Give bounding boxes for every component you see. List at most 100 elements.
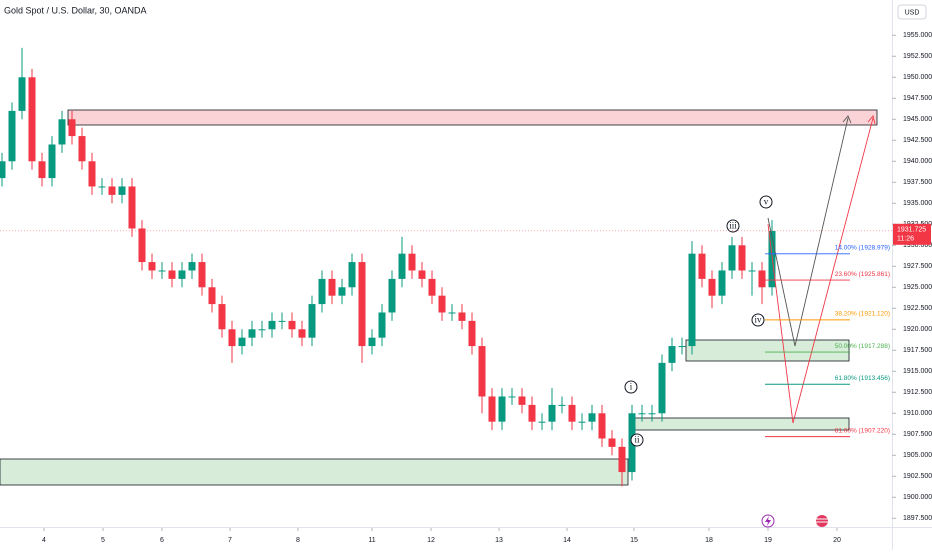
candle-body [668,346,676,363]
y-tick-label: 1930.000 [903,242,932,249]
wave-label: ii [630,433,644,447]
projection-path [767,117,849,347]
x-tick-label: 18 [705,537,713,544]
candle-body [98,186,106,188]
x-tick-label: 14 [563,537,571,544]
currency-button-text[interactable]: USD [905,9,920,16]
wave-text: iv [754,315,762,325]
y-tick-label: 1927.500 [903,263,932,270]
candle-body [28,77,36,162]
candle-body [138,228,146,263]
y-tick-label: 1942.500 [903,137,932,144]
y-tick-label: 1940.000 [903,158,932,165]
candle-body [538,421,546,423]
candle-body [498,396,506,422]
candle-body [738,245,746,271]
candle-body [408,253,416,271]
candle-body [188,262,196,271]
candle-body [458,312,466,321]
chart-title: Gold Spot / U.S. Dollar, 30, OANDA [4,5,147,15]
candle-body [18,77,26,111]
candle-body [318,278,326,305]
candle-body [698,253,706,279]
wave-text: i [630,382,633,392]
candle-body [58,119,66,145]
candle-body [118,186,126,195]
candle-body [378,312,386,338]
y-tick-label: 1910.000 [903,410,932,417]
candle-body [0,161,6,179]
event-icon-flag [816,518,828,523]
candle-body [548,404,556,422]
candle-body [438,295,446,313]
y-tick-label: 1897.500 [903,515,932,522]
demand-zone [0,458,629,486]
candle-body [78,136,86,162]
y-tick-label: 1900.000 [903,494,932,501]
candle-body [528,404,536,422]
candle-body [478,346,486,397]
candle-body [308,304,316,338]
candle-body [638,413,646,415]
x-tick-label: 19 [764,537,772,544]
candle-body [258,329,266,331]
candle-body [688,253,696,347]
candle-body [228,329,236,347]
candle-body [428,278,436,296]
wave-label: iii [726,219,740,233]
candle-body [588,413,596,422]
candle-body [168,270,176,279]
currency-button[interactable] [897,4,927,20]
x-tick-label: 11 [368,537,375,544]
candle-body [268,320,276,330]
candle-body [748,270,756,272]
y-tick-label: 1925.000 [903,284,932,291]
y-tick-label: 1945.000 [903,116,932,123]
candle-body [208,287,216,305]
wave-label: v [759,195,773,209]
candle-body [608,438,616,447]
candle-body [558,404,566,406]
candle-body [238,337,246,347]
x-tick-label: 8 [296,537,300,544]
event-icon[interactable] [816,515,828,527]
demand-zone [633,417,850,431]
candle-body [598,413,606,439]
candle-body [88,161,96,187]
projection-path [767,117,874,424]
fib-label: 23.60% (1925.861) [835,271,890,278]
candle-body [288,320,296,330]
fib-label: 14.00% (1928.979) [835,245,890,252]
candle-body [298,329,306,338]
candle-body [568,404,576,422]
y-tick-label: 1902.500 [903,473,932,480]
candle-body [358,262,366,347]
x-tick-label: 13 [495,537,503,544]
candle-body [248,329,256,338]
demand-zone [685,339,850,362]
candle-body [448,312,456,314]
y-tick-label: 1947.500 [903,95,932,102]
y-tick-label: 1917.500 [903,347,932,354]
x-tick-label: 7 [228,537,232,544]
candle-body [178,270,186,279]
candle-body [618,446,626,473]
y-tick-label: 1920.000 [903,326,932,333]
candle-body [518,396,526,405]
x-tick-label: 4 [42,537,46,544]
candle-body [708,278,716,296]
candle-body [488,396,496,422]
y-tick-label: 1922.500 [903,305,932,312]
x-tick-label: 20 [833,537,841,544]
y-tick-label: 1955.000 [903,32,932,39]
candle-body [388,278,396,313]
candle-body [398,253,406,279]
candle-body [198,262,206,288]
candle-body [278,320,286,322]
event-icon-bolt [765,516,771,526]
candle-body [68,119,76,137]
fib-label: 61.80% (1913.456) [835,375,890,382]
